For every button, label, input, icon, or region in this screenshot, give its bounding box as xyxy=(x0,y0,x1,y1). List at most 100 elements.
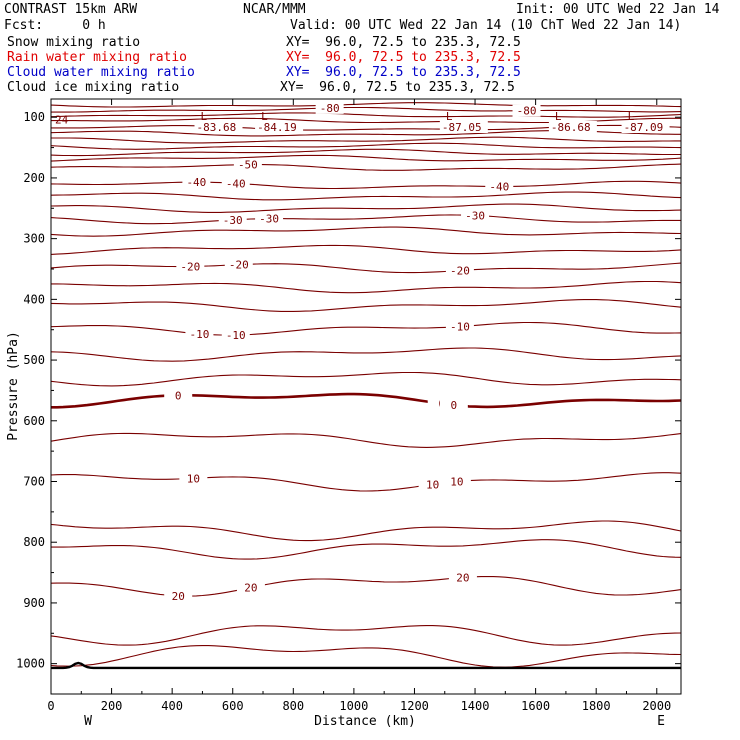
org-title: NCAR/MMM xyxy=(243,2,306,17)
contour-label: -50 xyxy=(238,159,258,172)
contour-label: -10 xyxy=(450,320,470,333)
contour-label: -10 xyxy=(226,329,246,342)
contour-label-bg xyxy=(179,472,208,485)
contour-line xyxy=(50,142,682,150)
x-tick-label: 1000 xyxy=(339,699,368,713)
contour-label: 20 xyxy=(244,582,257,595)
contour-label: -80 xyxy=(320,102,340,115)
contour-label-bg xyxy=(445,320,474,333)
extremum-bg xyxy=(255,121,304,133)
contour-label: -20 xyxy=(180,260,200,273)
y-tick-label: 600 xyxy=(23,414,45,428)
x-tick-label: 200 xyxy=(101,699,123,713)
contour-label-bg xyxy=(233,158,262,171)
y-tick-label: 200 xyxy=(23,171,45,185)
contour-line xyxy=(50,112,682,118)
contour-line xyxy=(50,244,682,255)
contour-label: 0 xyxy=(451,399,458,412)
y-tick-label: 800 xyxy=(23,535,45,549)
contour-label: 10 xyxy=(426,478,439,491)
contour-label: -10 xyxy=(189,328,209,341)
y-tick-label: 300 xyxy=(23,232,45,246)
contour-line xyxy=(50,226,682,237)
low-value: -86.68 xyxy=(551,121,591,134)
terrain-line xyxy=(51,661,681,670)
legend-snow-xy: XY= 96.0, 72.5 to 235.3, 72.5 xyxy=(286,35,521,50)
contour-label: -20 xyxy=(229,259,249,272)
low-value: -84.19 xyxy=(257,121,297,134)
contour-label-bg xyxy=(221,177,250,190)
x-tick-label: 800 xyxy=(282,699,304,713)
y-tick-label: 1000 xyxy=(16,657,45,671)
contour-line xyxy=(50,520,682,542)
contour-label-bg xyxy=(185,327,214,340)
contour-line xyxy=(50,347,682,362)
contour-line xyxy=(50,645,682,668)
contour-label-bg xyxy=(418,478,447,491)
y-tick-label: 100 xyxy=(23,110,45,124)
contour-line xyxy=(50,432,682,448)
contour-line xyxy=(50,472,682,492)
east-label: E xyxy=(657,714,665,729)
x-tick-label: 400 xyxy=(161,699,183,713)
contour-label-bg xyxy=(461,209,490,222)
west-label: W xyxy=(84,714,92,729)
contour-line xyxy=(50,191,682,201)
contour-label-bg xyxy=(218,213,247,226)
y-tick-label: 900 xyxy=(23,596,45,610)
contour-line xyxy=(50,298,682,312)
x-tick-label: 1800 xyxy=(582,699,611,713)
legend-cloud-ice-label: Cloud ice mixing ratio xyxy=(7,80,180,95)
edge-contour-label: 24 xyxy=(55,114,69,127)
legend-cloud-water-label: Cloud water mixing ratio xyxy=(7,65,195,80)
contour-labels: -80 -80 -50 -40 -40 -40 -30 -30 -30 -20 -20 -20 -10 -… xyxy=(55,101,670,603)
contour-line xyxy=(50,575,682,597)
contour-line xyxy=(50,262,682,274)
contour-label: -20 xyxy=(450,265,470,278)
contour-label-bg xyxy=(224,258,253,271)
x-tick-label: 2000 xyxy=(642,699,671,713)
contour-line xyxy=(51,392,682,409)
extremum-bg xyxy=(621,121,670,133)
contour-line xyxy=(50,625,682,646)
y-tick-label: 700 xyxy=(23,475,45,489)
contour-line xyxy=(50,203,682,213)
contour-label-bg xyxy=(442,475,471,488)
y-tick-label: 400 xyxy=(23,292,45,306)
low-marker: L xyxy=(446,110,453,123)
forecast-hour: Fcst: 0 h xyxy=(4,18,106,33)
plot-border xyxy=(50,98,682,695)
contour-line xyxy=(50,148,681,157)
contour-label: -30 xyxy=(259,213,279,226)
contour-label: -40 xyxy=(186,176,206,189)
valid-time: Valid: 00 UTC Wed 22 Jan 14 (10 ChT Wed … xyxy=(290,18,682,33)
legend-cloud-water-xy: XY= 96.0, 72.5 to 235.3, 72.5 xyxy=(286,65,521,80)
contour-line xyxy=(50,214,681,225)
contour-label: 0 xyxy=(175,389,182,402)
init-time: Init: 00 UTC Wed 22 Jan 14 xyxy=(516,2,720,17)
contour-label: 20 xyxy=(456,571,469,584)
x-axis-label: Distance (km) xyxy=(314,714,416,729)
legend-snow-label: Snow mixing ratio xyxy=(7,35,141,50)
contour-label-bg xyxy=(485,180,514,193)
contour-label: -40 xyxy=(226,177,246,190)
contour-label-bg xyxy=(315,101,344,114)
contour-label-bg xyxy=(236,581,265,594)
contour-label-bg xyxy=(221,329,250,342)
contour-label-bg xyxy=(512,104,541,117)
x-tick-label: 1200 xyxy=(400,699,429,713)
contour-line xyxy=(50,154,682,162)
low-marker: L xyxy=(261,110,268,123)
contour-line xyxy=(50,102,682,108)
contour-label: -40 xyxy=(489,180,509,193)
x-tick-label: 1400 xyxy=(461,699,490,713)
extremum-bg xyxy=(548,121,597,133)
contour-line xyxy=(50,371,682,387)
contour-label: -30 xyxy=(465,209,485,222)
extremum-bg xyxy=(439,121,488,133)
contour-line xyxy=(50,180,682,190)
contour-label: 10 xyxy=(187,472,200,485)
contour-label: 10 xyxy=(450,476,463,489)
low-value: -87.05 xyxy=(442,121,482,134)
